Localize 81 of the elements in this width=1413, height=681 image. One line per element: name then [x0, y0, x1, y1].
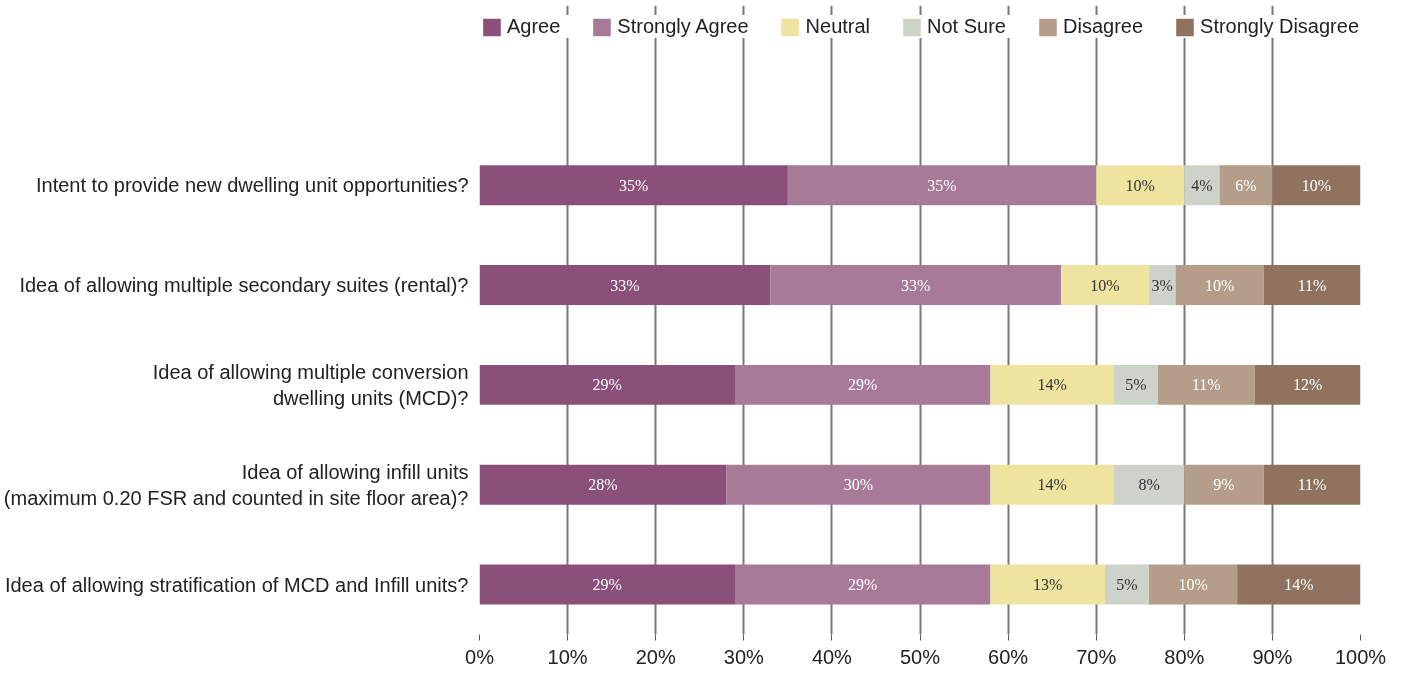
bar: [1219, 165, 1273, 206]
x-tick-label: 100%: [1334, 645, 1387, 668]
bar: [734, 364, 991, 405]
data-label: 10%: [1090, 276, 1120, 294]
data-label: 14%: [1284, 576, 1314, 594]
x-tick-label: 50%: [899, 645, 941, 668]
bar: [479, 464, 727, 505]
data-label: 11%: [1297, 476, 1327, 494]
y-tick-label: Intent to provide new dwelling unit opportunities?: [36, 174, 469, 197]
bar: [990, 564, 1106, 605]
y-tick-label: Idea of allowing stratification of MCD and Infill units?: [4, 573, 469, 596]
bar: [770, 265, 1061, 306]
bar: [479, 165, 788, 206]
y-tick-label: Idea of allowing multiple conversion dwelling units (MCD)?: [152, 360, 469, 410]
data-label: 10%: [1301, 176, 1332, 194]
data-label: 5%: [1125, 376, 1147, 394]
data-label: 29%: [848, 576, 878, 594]
data-label: 29%: [848, 376, 878, 394]
data-label: 9%: [1213, 476, 1235, 494]
bar: [1113, 464, 1185, 505]
data-label: 30%: [843, 476, 873, 494]
bar: [1263, 265, 1361, 306]
bar: [479, 364, 735, 405]
data-label: 8%: [1138, 476, 1160, 494]
bar: [1237, 564, 1361, 605]
bar: [1060, 265, 1150, 306]
legend-label: Disagree: [1062, 15, 1144, 38]
data-label: 10%: [1178, 576, 1208, 594]
data-label: 35%: [927, 176, 957, 194]
data-label: 3%: [1151, 276, 1173, 294]
data-label: 35%: [619, 176, 649, 194]
bar: [990, 364, 1114, 405]
data-label: 29%: [592, 376, 622, 394]
data-label: 6%: [1235, 176, 1257, 194]
data-label: 5%: [1116, 576, 1138, 594]
x-tick-label: 60%: [988, 645, 1029, 668]
bar: [990, 464, 1114, 505]
data-label: 33%: [900, 276, 931, 294]
x-tick-label: 70%: [1076, 645, 1117, 668]
data-label: 11%: [1191, 376, 1221, 394]
x-tick-label: 0%: [465, 645, 495, 668]
bar: [1184, 165, 1220, 206]
bar: [1254, 364, 1361, 405]
legend-label: Strongly Agree: [617, 15, 749, 38]
y-tick-label: Idea of allowing multiple secondary suites (rental)?: [19, 274, 469, 297]
data-label: 28%: [588, 476, 618, 494]
x-tick-label: 30%: [723, 645, 765, 668]
data-label: 10%: [1125, 176, 1155, 194]
data-label: 4%: [1191, 176, 1213, 194]
legend-label: Neutral: [805, 15, 871, 38]
data-label: 33%: [610, 276, 640, 294]
bar: [1157, 364, 1255, 405]
x-tick-label: 20%: [635, 645, 676, 668]
bar: [1175, 265, 1264, 306]
legend-label: Strongly Disagree: [1200, 15, 1360, 38]
x-tick-label: 40%: [811, 645, 853, 668]
bar: [1272, 165, 1361, 206]
data-label: 12%: [1292, 376, 1323, 394]
bar: [1113, 364, 1158, 405]
data-label: 14%: [1037, 476, 1067, 494]
data-label: 10%: [1204, 276, 1235, 294]
data-label: 14%: [1037, 376, 1067, 394]
x-tick-label: 10%: [547, 645, 588, 668]
data-label: 11%: [1297, 276, 1327, 294]
bar: [726, 464, 991, 505]
x-tick-label: 80%: [1164, 645, 1205, 668]
legend-label: Agree: [506, 15, 561, 38]
bar: [734, 564, 991, 605]
legend-label: Not Sure: [927, 15, 1006, 38]
bar: [479, 564, 735, 605]
bar: [787, 165, 1097, 206]
x-tick-label: 90%: [1252, 645, 1293, 668]
y-tick-label: Idea of allowing infill units (maximum 0.20 FSR and counted in site floor area)?: [3, 460, 469, 509]
bar: [1096, 165, 1185, 206]
bar: [1184, 464, 1264, 505]
bar: [1149, 564, 1238, 605]
bar: [1263, 464, 1361, 505]
bar: [1105, 564, 1150, 605]
bar: [479, 265, 771, 306]
data-label: 13%: [1033, 576, 1063, 594]
data-label: 29%: [592, 576, 622, 594]
